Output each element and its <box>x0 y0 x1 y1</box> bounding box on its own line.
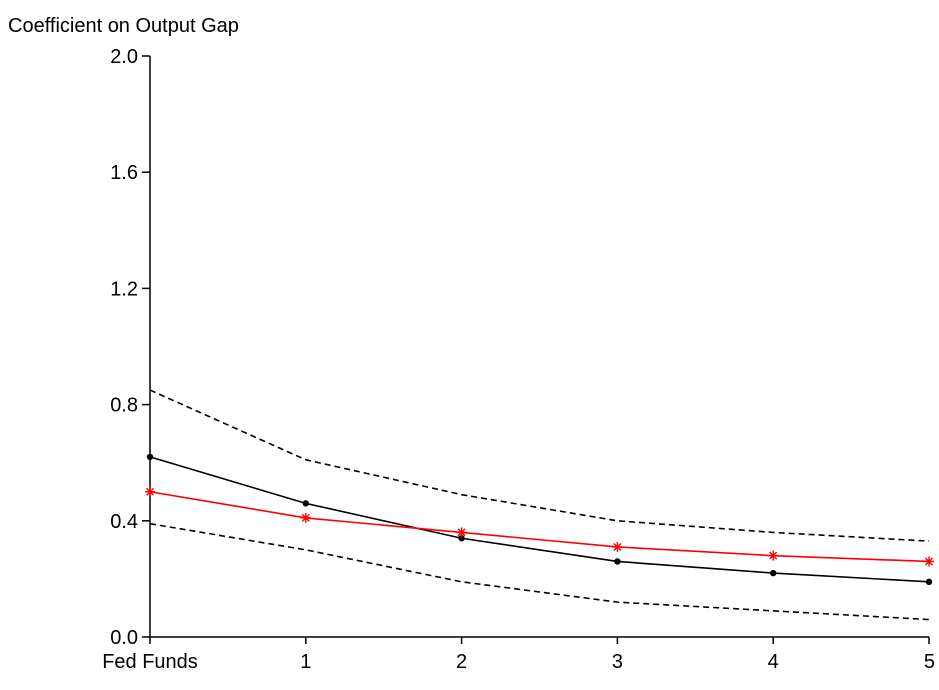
data-point <box>300 512 311 523</box>
series-line <box>149 522 930 621</box>
y-tick-label: 0.0 <box>110 627 138 649</box>
data-point <box>924 556 934 567</box>
series-3 <box>145 486 934 567</box>
data-point <box>458 535 465 542</box>
axes: 0.0 0.4 0.8 1.2 1.6 2.0 Fed Funds 1 2 3 4 5 <box>102 46 935 673</box>
y-tick-label: 0.8 <box>110 395 138 417</box>
y-tick-label: 2.0 <box>110 46 138 68</box>
x-tick-label: 4 <box>768 651 779 673</box>
data-point <box>612 541 623 552</box>
y-tick-label: 1.6 <box>110 162 138 184</box>
y-tick-label: 0.4 <box>110 511 138 533</box>
data-point <box>456 527 467 538</box>
x-tick-label: 2 <box>456 651 467 673</box>
data-point <box>302 500 309 507</box>
x-tick-label: 5 <box>924 651 935 673</box>
series-line <box>149 490 930 563</box>
data-point <box>614 558 621 565</box>
x-tick-label: Fed Funds <box>102 651 198 673</box>
data-point <box>925 578 933 586</box>
data-point <box>145 486 155 497</box>
x-tick-label: 1 <box>300 651 311 673</box>
series-line <box>149 389 930 542</box>
data-point <box>146 453 154 461</box>
series-2 <box>149 522 930 621</box>
series-1 <box>149 389 930 542</box>
x-tick-label: 3 <box>612 651 623 673</box>
data-point <box>770 569 777 577</box>
series-0 <box>146 453 933 586</box>
series-layer <box>145 389 934 621</box>
chart-title: Coefficient on Output Gap <box>8 15 239 37</box>
y-tick-label: 1.2 <box>110 278 138 300</box>
data-point <box>768 550 779 561</box>
series-line <box>149 456 930 583</box>
